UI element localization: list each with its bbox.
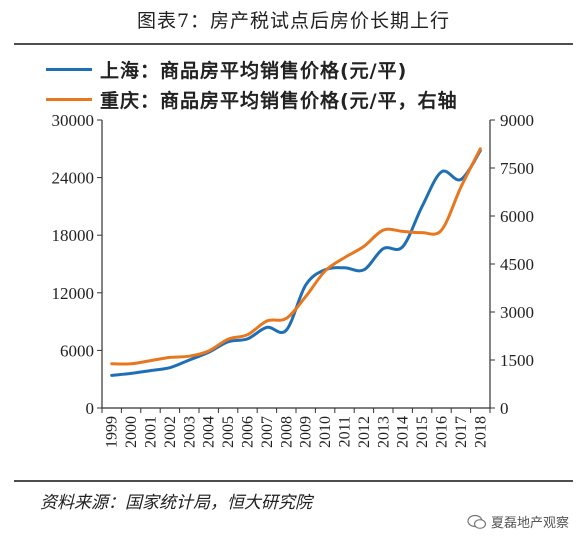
x-tick-label: 2018 <box>472 416 489 448</box>
line-chart: 0 6000 12000 18000 24000 30000 0 1500 3000 4500 60… <box>52 111 535 448</box>
x-tick-label: 2003 <box>181 416 198 448</box>
legend-item-shanghai: 上海：商品房平均销售价格(元/平) <box>46 54 458 84</box>
source-divider <box>14 480 573 482</box>
series-line-shanghai <box>110 149 482 377</box>
y-left-tick-label: 0 <box>86 399 95 418</box>
x-tick-label: 2013 <box>375 416 392 448</box>
x-tick-label: 2014 <box>395 416 412 448</box>
legend-label-chongqing: 重庆：商品房平均销售价格(元/平，右轴 <box>100 89 458 112</box>
y-right-tick-label: 7500 <box>500 159 534 178</box>
y-right-tick-label: 4500 <box>500 255 534 274</box>
source-note: 资料来源：国家统计局，恒大研究院 <box>40 493 312 513</box>
x-tick-label: 2006 <box>240 416 257 448</box>
y-left-tick-label: 12000 <box>52 284 95 303</box>
legend-label-shanghai: 上海：商品房平均销售价格(元/平) <box>100 59 408 82</box>
legend: 上海：商品房平均销售价格(元/平) 重庆：商品房平均销售价格(元/平，右轴 <box>46 54 458 114</box>
series-line-chongqing <box>110 147 482 366</box>
y-left-tick-label: 18000 <box>52 226 95 245</box>
watermark-text: 夏磊地产观察 <box>490 516 569 531</box>
x-tick-label: 2010 <box>317 416 334 448</box>
x-tick-label: 2000 <box>123 416 140 448</box>
watermark: 夏磊地产观察 <box>467 512 569 531</box>
x-tick-label: 2002 <box>162 416 179 448</box>
x-tick-label: 2011 <box>337 416 354 447</box>
y-right-tick-label: 3000 <box>500 303 534 322</box>
title-divider <box>14 43 573 45</box>
x-tick-label: 2004 <box>201 416 218 448</box>
x-tick-label: 2009 <box>298 416 315 448</box>
x-tick-label: 2015 <box>414 416 431 448</box>
y-right-tick-label: 1500 <box>500 351 534 370</box>
y-right-tick-label: 0 <box>500 399 509 418</box>
y-left-tick-label: 6000 <box>60 341 94 360</box>
wechat-icon <box>467 514 487 529</box>
x-tick-label: 1999 <box>104 416 121 448</box>
y-right-tick-label: 9000 <box>500 111 534 130</box>
x-tick-label: 2017 <box>453 416 470 448</box>
x-tick-label: 2012 <box>356 416 373 448</box>
x-tick-label: 2001 <box>143 416 160 448</box>
chart-title: 图表7：房产税试点后房价长期上行 <box>136 10 451 32</box>
y-right-tick-label: 6000 <box>500 207 534 226</box>
legend-swatch-chongqing <box>46 97 92 101</box>
x-tick-label: 2007 <box>259 416 276 448</box>
y-left-tick-label: 24000 <box>52 169 95 188</box>
legend-swatch-shanghai <box>46 67 92 71</box>
legend-item-chongqing: 重庆：商品房平均销售价格(元/平，右轴 <box>46 84 458 114</box>
x-tick-label: 2016 <box>434 416 451 448</box>
y-left-tick-label: 30000 <box>52 111 95 130</box>
x-tick-label: 2005 <box>220 416 237 448</box>
x-tick-label: 2008 <box>278 416 295 448</box>
